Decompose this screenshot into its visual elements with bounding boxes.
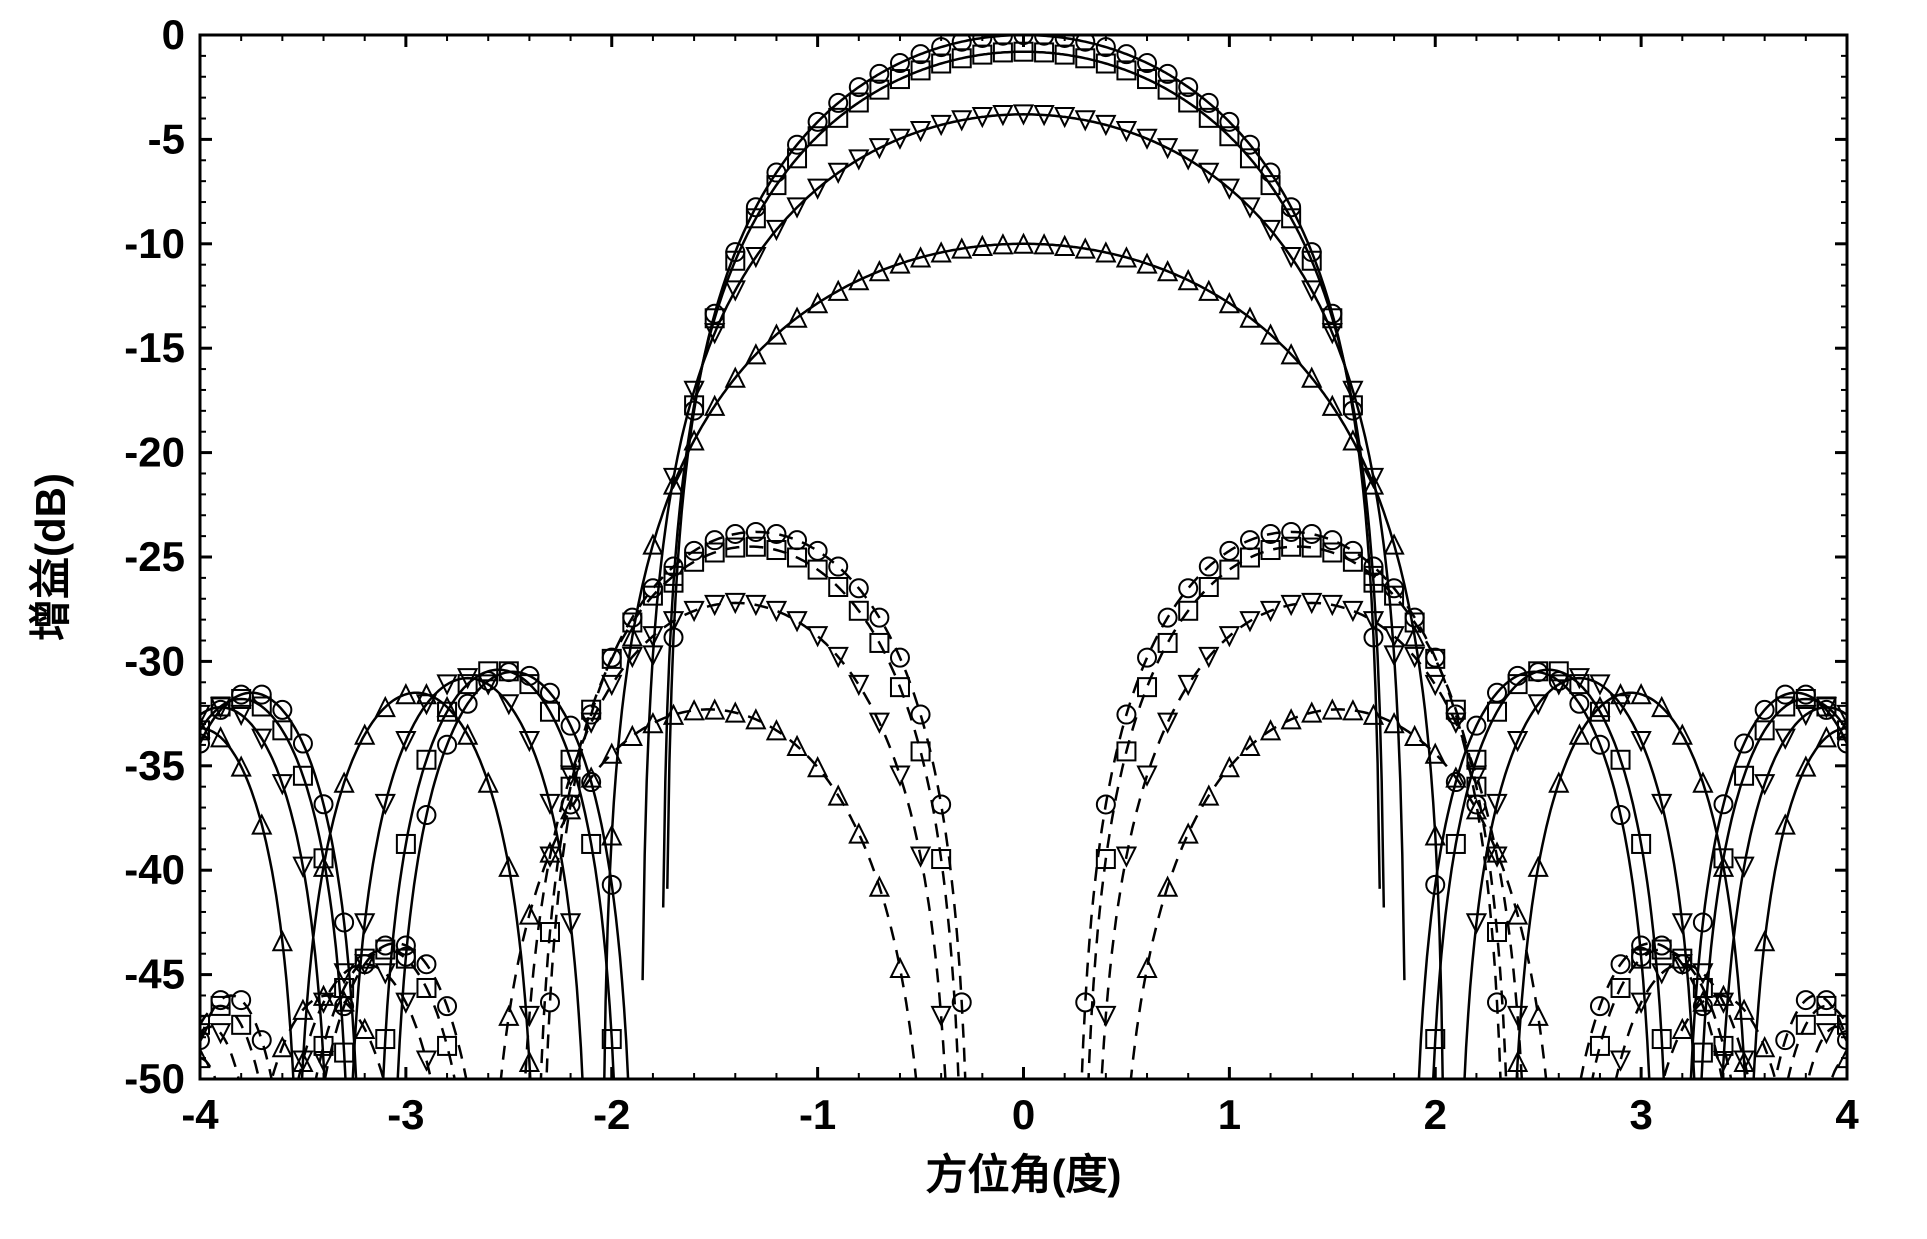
svg-text:2: 2 <box>1424 1091 1447 1138</box>
svg-text:-3: -3 <box>387 1091 424 1138</box>
svg-text:-10: -10 <box>124 220 185 267</box>
antenna-pattern-chart: -4-3-2-1012340-5-10-15-20-25-30-35-40-45… <box>0 0 1927 1239</box>
svg-text:0: 0 <box>162 11 185 58</box>
chart-container: -4-3-2-1012340-5-10-15-20-25-30-35-40-45… <box>0 0 1927 1239</box>
svg-text:1: 1 <box>1218 1091 1241 1138</box>
svg-text:-50: -50 <box>124 1055 185 1102</box>
svg-text:增益(dB): 增益(dB) <box>27 473 74 641</box>
svg-text:-35: -35 <box>124 742 185 789</box>
svg-text:0: 0 <box>1012 1091 1035 1138</box>
svg-text:-25: -25 <box>124 533 185 580</box>
svg-text:3: 3 <box>1629 1091 1652 1138</box>
svg-text:方位角(度): 方位角(度) <box>926 1151 1122 1198</box>
svg-text:-20: -20 <box>124 429 185 476</box>
svg-text:-45: -45 <box>124 951 185 998</box>
svg-text:-5: -5 <box>148 115 185 162</box>
svg-text:-30: -30 <box>124 637 185 684</box>
svg-text:-40: -40 <box>124 846 185 893</box>
svg-text:-15: -15 <box>124 324 185 371</box>
svg-text:4: 4 <box>1835 1091 1859 1138</box>
svg-text:-2: -2 <box>593 1091 630 1138</box>
svg-text:-4: -4 <box>181 1091 219 1138</box>
svg-text:-1: -1 <box>799 1091 836 1138</box>
